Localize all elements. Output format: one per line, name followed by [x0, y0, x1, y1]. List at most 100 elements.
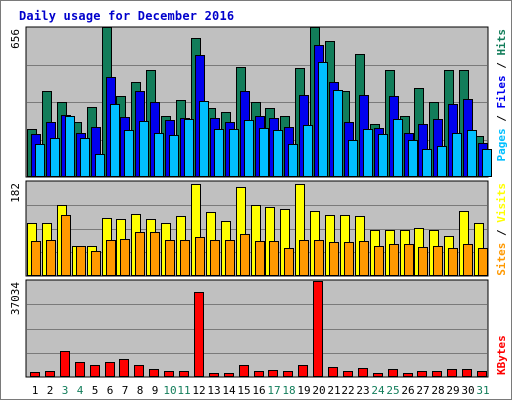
bar-kbytes-day-5	[90, 365, 100, 377]
bar-pages-day-3	[65, 116, 75, 177]
bar-pages-day-14	[229, 129, 239, 177]
bar-sites-day-25	[389, 244, 399, 276]
bar-pages-day-17	[273, 130, 283, 177]
x-tick-label-day-5: 5	[92, 384, 99, 397]
bar-kbytes-day-23	[358, 368, 368, 377]
x-tick-label-day-23: 23	[356, 384, 369, 397]
side-legend-part: Hits	[495, 29, 508, 56]
bar-sites-day-13	[210, 240, 220, 276]
x-tick-label-day-25: 25	[386, 384, 399, 397]
side-legend-part: Pages	[495, 128, 508, 161]
bar-sites-day-20	[314, 240, 324, 276]
bar-sites-day-11	[180, 240, 190, 276]
bar-sites-day-21	[329, 242, 339, 276]
bar-pages-day-19	[303, 125, 313, 177]
chart-title: Daily usage for December 2016	[19, 9, 235, 23]
bar-pages-day-9	[154, 133, 164, 177]
bar-kbytes-day-16	[254, 371, 264, 377]
bar-kbytes-day-22	[343, 371, 353, 377]
bar-kbytes-day-24	[373, 373, 383, 377]
bar-kbytes-day-20	[313, 281, 323, 377]
bar-kbytes-day-8	[134, 365, 144, 377]
x-tick-label-day-14: 14	[222, 384, 236, 397]
bar-kbytes-day-14	[224, 373, 234, 377]
x-tick-label-day-30: 30	[461, 384, 474, 397]
bar-sites-day-28	[433, 246, 443, 276]
bar-kbytes-day-11	[179, 371, 189, 377]
bar-pages-day-24	[378, 134, 388, 177]
x-tick-label-day-18: 18	[282, 384, 295, 397]
panel-kbytes-side-legend: KBytes	[495, 335, 508, 375]
x-tick-label-day-17: 17	[267, 384, 280, 397]
x-tick-label-day-15: 15	[237, 384, 250, 397]
bar-kbytes-day-10	[164, 371, 174, 377]
side-legend-part: Sites	[495, 243, 508, 276]
panel-kbytes-background	[25, 279, 489, 378]
bar-sites-day-26	[404, 244, 414, 276]
bar-sites-day-7	[120, 239, 130, 276]
bar-sites-day-27	[418, 247, 428, 276]
bar-sites-day-30	[463, 244, 473, 276]
bar-pages-day-30	[467, 130, 477, 177]
side-legend-part: Visits	[495, 183, 508, 223]
bar-pages-day-5	[95, 154, 105, 177]
bar-sites-day-24	[374, 246, 384, 276]
x-tick-label-day-16: 16	[252, 384, 265, 397]
bar-pages-day-25	[393, 119, 403, 177]
x-tick-label-day-27: 27	[416, 384, 429, 397]
bar-kbytes-day-4	[75, 362, 85, 377]
bar-sites-day-17	[269, 241, 279, 276]
bar-sites-day-31	[478, 248, 488, 276]
panel-kbytes-y-max-label: 37034	[9, 282, 22, 315]
x-tick-label-day-20: 20	[312, 384, 325, 397]
x-tick-label-day-13: 13	[207, 384, 220, 397]
bar-pages-day-28	[437, 146, 447, 177]
bar-sites-day-16	[255, 241, 265, 276]
bar-kbytes-day-7	[119, 359, 129, 377]
bar-kbytes-day-17	[268, 370, 278, 377]
bar-pages-day-26	[408, 140, 418, 177]
bar-kbytes-day-13	[209, 373, 219, 377]
bar-kbytes-day-21	[328, 367, 338, 377]
panel-visits-sites-y-max-label: 182	[9, 183, 22, 203]
bar-sites-day-4	[76, 246, 86, 276]
bar-pages-day-6	[110, 104, 120, 177]
bar-pages-day-29	[452, 133, 462, 177]
x-tick-label-day-10: 10	[163, 384, 176, 397]
panel-hits-files-pages-y-max-label: 656	[9, 29, 22, 49]
bar-sites-day-15	[240, 234, 250, 276]
x-tick-label-day-19: 19	[297, 384, 310, 397]
bar-pages-day-20	[318, 62, 328, 177]
bar-pages-day-10	[169, 135, 179, 177]
x-tick-label-day-1: 1	[32, 384, 39, 397]
x-tick-label-day-22: 22	[341, 384, 354, 397]
bar-kbytes-day-1	[30, 372, 40, 377]
bar-pages-day-1	[35, 144, 45, 177]
x-tick-label-day-24: 24	[371, 384, 385, 397]
bar-pages-day-16	[259, 128, 269, 177]
bar-sites-day-6	[106, 240, 116, 276]
bar-sites-day-19	[299, 240, 309, 276]
side-legend-part: KBytes	[495, 335, 508, 375]
x-tick-label-day-12: 12	[192, 384, 205, 397]
bar-kbytes-day-31	[477, 371, 487, 377]
x-tick-label-day-26: 26	[401, 384, 414, 397]
panel-hits-files-pages-side-legend: Pages / Files / Hits	[495, 29, 508, 162]
bar-pages-day-22	[348, 140, 358, 177]
x-tick-label-day-7: 7	[122, 384, 129, 397]
side-legend-part: /	[495, 109, 508, 129]
bar-pages-day-8	[139, 121, 149, 177]
bar-kbytes-day-29	[447, 369, 457, 377]
bar-sites-day-9	[150, 232, 160, 276]
bar-sites-day-18	[284, 248, 294, 276]
bar-kbytes-day-25	[388, 369, 398, 377]
panel-visits-sites-side-legend: Sites / Visits	[495, 183, 508, 276]
side-legend-part: /	[495, 223, 508, 243]
bar-sites-day-5	[91, 251, 101, 276]
bar-sites-day-14	[225, 240, 235, 276]
bar-sites-day-8	[135, 232, 145, 276]
bar-kbytes-day-28	[432, 371, 442, 377]
bar-pages-day-27	[422, 149, 432, 177]
bar-kbytes-day-27	[417, 371, 427, 377]
